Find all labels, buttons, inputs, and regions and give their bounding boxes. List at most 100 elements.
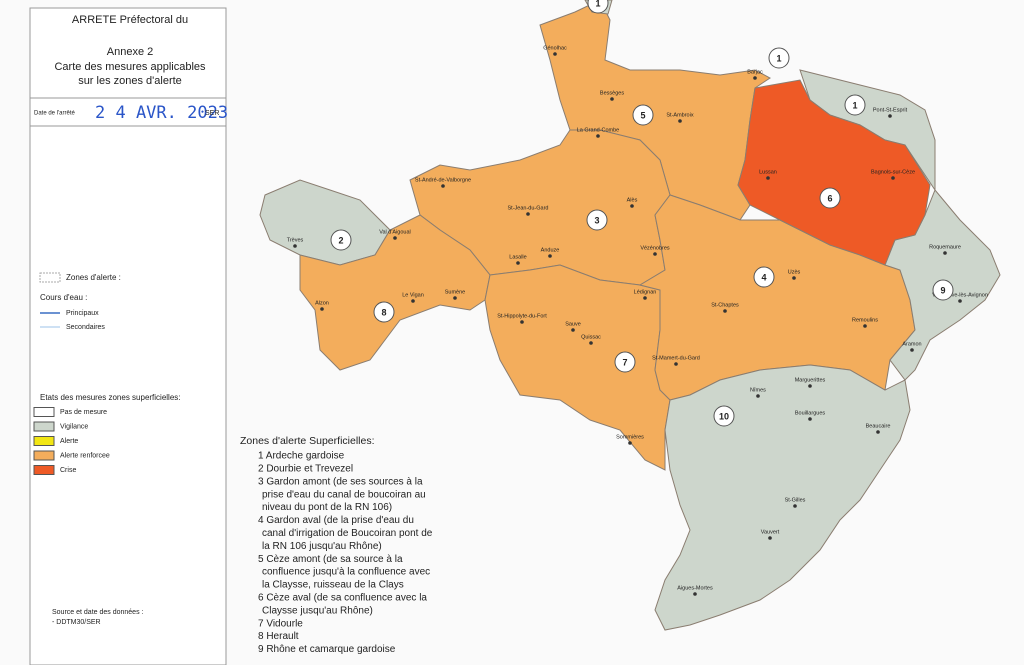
zones-list-line: 2 Dourbie et Trevezel	[258, 464, 353, 475]
town-dot	[910, 348, 914, 352]
legend-label: Alerte renforcee	[60, 452, 110, 459]
town-label: Vézénobres	[640, 245, 670, 251]
town-label: Uzès	[788, 269, 801, 275]
source-title: Source et date des données :	[52, 609, 144, 616]
state-swatch	[33, 465, 55, 475]
zone-marker	[753, 266, 775, 288]
town-label: Pont-St-Esprit	[873, 107, 908, 113]
town-label: Anduze	[541, 247, 560, 253]
town-dot	[768, 536, 772, 540]
town-dot	[320, 307, 324, 311]
town-label: Sommières	[616, 434, 644, 440]
zone-number: 5	[640, 110, 645, 120]
zone-number: 1	[595, 0, 600, 8]
town-label: Alzon	[315, 300, 329, 306]
town-label: Bessèges	[600, 90, 624, 96]
town-label: Remoulins	[852, 317, 878, 323]
town-dot	[610, 97, 614, 101]
legend: Principaux Secondaires Pas de mesure Vigila…	[33, 310, 110, 475]
annex: Annexe 2	[107, 46, 153, 58]
zone-marker	[713, 405, 735, 427]
zone-marker	[844, 94, 866, 116]
town-dot	[643, 296, 647, 300]
town-dot	[756, 394, 760, 398]
town-label: Quissac	[581, 334, 601, 340]
zone-10	[654, 364, 911, 631]
zones-list-line: 7 Vidourle	[258, 618, 303, 629]
zones-list-line: 9 Rhône et camarque gardoise	[258, 644, 396, 655]
state-swatch	[33, 421, 55, 432]
town-label: Sauve	[565, 321, 581, 327]
town-dot	[678, 119, 682, 123]
zones-list-line: 1 Ardeche gardoise	[258, 451, 345, 462]
town-label: St-André-de-Valborgne	[415, 177, 471, 183]
zones-list-line: confluence jusqu'à la confluence avec	[262, 567, 430, 578]
zone-marker	[768, 47, 790, 69]
zones-list-line: Claysse jusqu'au Rhône)	[262, 605, 373, 616]
town-dot	[548, 254, 552, 258]
zone-marker	[586, 209, 608, 231]
legend-label: Vigilance	[60, 423, 88, 430]
zones-list: 1 Ardeche gardoise 2 Dourbie et Trevezel3…	[258, 451, 433, 656]
town-dot	[891, 176, 895, 180]
town-dot	[293, 244, 297, 248]
zone-number: 1	[852, 100, 857, 110]
town-label: Alès	[627, 197, 638, 203]
zone-marker	[632, 104, 654, 126]
town-dot	[943, 251, 947, 255]
town-dot	[571, 328, 575, 332]
zones-list-line: 8 Herault	[258, 631, 299, 642]
zone-marker	[373, 301, 395, 323]
zone-number: 10	[719, 411, 729, 421]
zone-marker	[330, 229, 352, 251]
town-label: Sumène	[445, 289, 466, 295]
zone-marker	[614, 351, 636, 373]
town-dot	[792, 276, 796, 280]
zone-number: 1	[776, 53, 781, 63]
zone-swatch	[39, 272, 61, 283]
state-swatch	[33, 450, 55, 461]
town-label: Roquemaure	[929, 244, 961, 250]
town-label: Vauvert	[761, 529, 780, 535]
town-dot	[958, 299, 962, 303]
town-label: St-Gilles	[785, 497, 806, 503]
town-label: Lédignan	[634, 289, 657, 295]
town-dot	[753, 76, 757, 80]
title: ARRETE Préfectoral du	[72, 14, 188, 26]
town-dot	[520, 320, 524, 324]
town-label: St-Chaptes	[711, 302, 739, 308]
town-label: Villeneuve-lès-Avignon	[932, 292, 988, 298]
zone-8	[299, 214, 491, 371]
town-dot	[808, 417, 812, 421]
town-label: St-Jean-du-Gard	[508, 205, 549, 211]
legend-label: Crise	[60, 467, 76, 474]
legend-label: Principaux	[66, 310, 99, 317]
town-label: Beaucaire	[866, 423, 891, 429]
zones-list-line: 6 Cèze aval (de sa confluence avec la	[258, 593, 427, 604]
subtitle: sur les zones d'alerte	[78, 75, 182, 87]
zone-number: 8	[381, 307, 386, 317]
town-label: La Grand-Combe	[577, 127, 620, 133]
town-label: Aramon	[902, 341, 921, 347]
town-dot	[393, 236, 397, 240]
legend-label: Pas de mesure	[60, 409, 107, 416]
town-label: Bouillargues	[795, 410, 826, 416]
zones-list-line: prise d'eau du canal de boucoiran au	[262, 489, 426, 500]
zone-number: 9	[940, 285, 945, 295]
town-label: St-Mamert-du-Gard	[652, 355, 700, 361]
town-label: Barjac	[747, 69, 763, 75]
legend-label: Secondaires	[66, 324, 105, 331]
zones-list-line: 4 Gardon aval (de la prise d'eau du	[258, 515, 414, 526]
legend-title: Cours d'eau :	[40, 293, 87, 302]
town-dot	[793, 504, 797, 508]
zones-list-title: Zones d'alerte Superficielles:	[240, 435, 375, 447]
town-dot	[596, 134, 600, 138]
town-dot	[441, 184, 445, 188]
town-label: Nîmes	[750, 387, 766, 393]
panel-frame	[29, 7, 227, 665]
town-label: Marguerittes	[795, 377, 826, 383]
town-dot	[553, 52, 557, 56]
town-dot	[411, 299, 415, 303]
town-label: Aigues-Mortes	[677, 585, 713, 591]
